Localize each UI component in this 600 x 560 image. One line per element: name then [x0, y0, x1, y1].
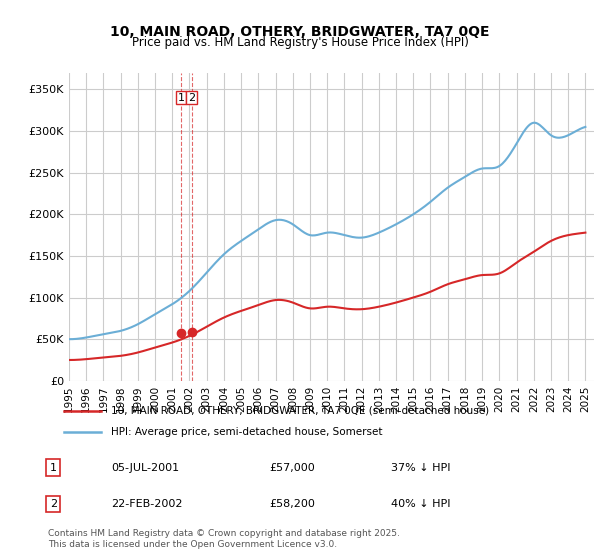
Text: Price paid vs. HM Land Registry's House Price Index (HPI): Price paid vs. HM Land Registry's House … — [131, 36, 469, 49]
Text: 05-JUL-2001: 05-JUL-2001 — [112, 463, 179, 473]
Text: 10, MAIN ROAD, OTHERY, BRIDGWATER, TA7 0QE: 10, MAIN ROAD, OTHERY, BRIDGWATER, TA7 0… — [110, 25, 490, 39]
Text: HPI: Average price, semi-detached house, Somerset: HPI: Average price, semi-detached house,… — [112, 427, 383, 437]
Text: £57,000: £57,000 — [270, 463, 316, 473]
Text: 1: 1 — [178, 93, 184, 103]
Text: 1: 1 — [50, 463, 57, 473]
Text: 10, MAIN ROAD, OTHERY, BRIDGWATER, TA7 0QE (semi-detached house): 10, MAIN ROAD, OTHERY, BRIDGWATER, TA7 0… — [112, 406, 490, 416]
Text: 37% ↓ HPI: 37% ↓ HPI — [391, 463, 451, 473]
Text: 2: 2 — [50, 499, 57, 509]
Text: 2: 2 — [188, 93, 195, 103]
Text: £58,200: £58,200 — [270, 499, 316, 509]
Text: Contains HM Land Registry data © Crown copyright and database right 2025.
This d: Contains HM Land Registry data © Crown c… — [48, 529, 400, 549]
Text: 22-FEB-2002: 22-FEB-2002 — [112, 499, 183, 509]
Text: 40% ↓ HPI: 40% ↓ HPI — [391, 499, 451, 509]
